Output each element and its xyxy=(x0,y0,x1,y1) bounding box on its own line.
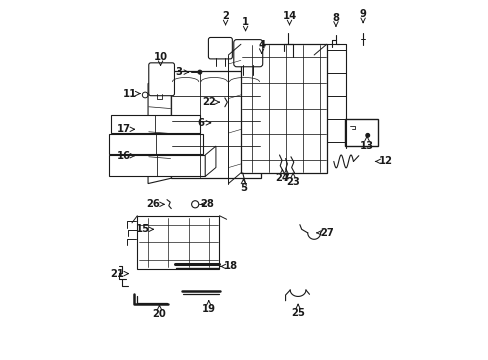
Polygon shape xyxy=(137,216,219,269)
Circle shape xyxy=(197,70,202,74)
Text: 8: 8 xyxy=(332,13,339,26)
Text: 27: 27 xyxy=(316,228,333,238)
Text: 24: 24 xyxy=(275,170,289,183)
Text: 11: 11 xyxy=(122,89,140,99)
Text: 3: 3 xyxy=(175,67,188,77)
Text: 17: 17 xyxy=(117,124,134,134)
Text: 23: 23 xyxy=(285,173,299,187)
Text: 1: 1 xyxy=(242,17,248,31)
Text: 12: 12 xyxy=(375,157,392,166)
Text: 5: 5 xyxy=(240,179,246,193)
Text: 28: 28 xyxy=(200,199,213,209)
Polygon shape xyxy=(205,146,216,176)
Polygon shape xyxy=(110,115,200,133)
Text: 15: 15 xyxy=(135,224,153,234)
FancyBboxPatch shape xyxy=(208,37,232,59)
Text: 26: 26 xyxy=(146,199,164,209)
Text: 25: 25 xyxy=(290,304,305,318)
Text: 21: 21 xyxy=(110,269,128,279)
Text: 14: 14 xyxy=(282,12,296,25)
Text: 16: 16 xyxy=(117,151,134,161)
Circle shape xyxy=(365,134,369,137)
Text: 19: 19 xyxy=(202,301,215,314)
Bar xyxy=(345,119,377,146)
Polygon shape xyxy=(241,44,326,173)
Polygon shape xyxy=(108,134,203,154)
Text: 9: 9 xyxy=(359,9,366,23)
Text: 6: 6 xyxy=(197,118,210,128)
Text: 2: 2 xyxy=(222,12,228,25)
Text: 22: 22 xyxy=(202,97,219,107)
Text: 4: 4 xyxy=(258,40,264,53)
Text: 7: 7 xyxy=(282,170,289,183)
FancyBboxPatch shape xyxy=(233,40,262,67)
Text: 13: 13 xyxy=(359,135,373,151)
Polygon shape xyxy=(148,78,171,184)
Text: 10: 10 xyxy=(153,52,167,65)
Text: 18: 18 xyxy=(221,261,238,271)
Text: 20: 20 xyxy=(152,305,166,319)
Polygon shape xyxy=(171,71,260,178)
Polygon shape xyxy=(108,155,205,176)
FancyBboxPatch shape xyxy=(148,63,174,96)
